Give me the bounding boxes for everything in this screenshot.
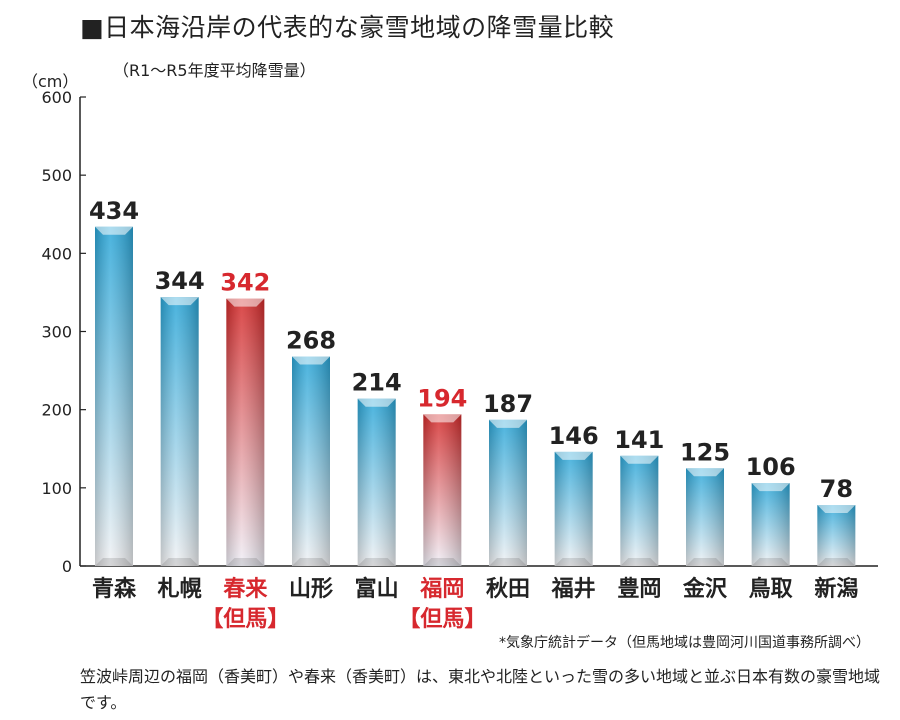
bar-base-bevel (817, 558, 856, 566)
bar-bevel (751, 483, 790, 492)
bar-group: 146 福井 (549, 422, 599, 602)
y-tick-label: 100 (41, 479, 72, 498)
bar-base-bevel (489, 558, 527, 566)
bar-shade (751, 483, 790, 566)
data-label: 187 (483, 390, 533, 418)
data-label: 78 (820, 475, 853, 503)
bar-base-bevel (423, 558, 462, 566)
data-label: 268 (286, 327, 336, 355)
bar-group: 141 豊岡 (614, 426, 664, 602)
bar-shade (817, 505, 856, 566)
bar-base-bevel (751, 558, 790, 566)
x-tick-label: 秋田 (486, 577, 530, 602)
y-tick-label: 200 (41, 401, 72, 420)
y-tick-label: 400 (41, 244, 72, 263)
bar-group: 344 札幌 (155, 267, 205, 602)
x-tick-label: 青森 (92, 576, 137, 602)
bar-shade (423, 414, 462, 566)
y-tick-label: 500 (41, 166, 72, 185)
y-tick-label: 0 (62, 557, 72, 576)
x-tick-label: 豊岡 (617, 576, 661, 602)
bar-base-bevel (292, 558, 330, 566)
bar-base-bevel (357, 558, 396, 566)
bar-base-bevel (226, 558, 265, 566)
bar-bevel (489, 419, 527, 428)
bar-shade (686, 468, 724, 566)
bar-shade (489, 419, 527, 566)
x-tick-label: 鳥取 (749, 576, 793, 602)
bar-bevel (620, 455, 659, 464)
y-tick-label: 600 (41, 88, 72, 107)
bar-bevel (554, 451, 593, 460)
data-label: 434 (89, 197, 139, 225)
bar-bevel (160, 297, 199, 306)
chart-title: ■日本海沿岸の代表的な豪雪地域の降雪量比較 (80, 13, 615, 42)
x-tick-label: 金沢 (682, 576, 728, 602)
bar-shade (160, 297, 199, 566)
bar-base-bevel (686, 558, 724, 566)
bar-group: 187 秋田 (483, 390, 533, 602)
data-label: 141 (614, 426, 664, 454)
bar-group: 214 富山 (352, 369, 402, 602)
data-label: 344 (155, 267, 205, 295)
bar-group: 434 青森 (89, 197, 139, 602)
data-label: 125 (680, 438, 730, 466)
data-label: 342 (220, 269, 270, 297)
bar-shade (226, 298, 265, 566)
bar-group: 342 春来【但馬】 (201, 269, 289, 632)
data-label: 106 (746, 453, 796, 481)
x-tick-sublabel: 【但馬】 (398, 607, 486, 632)
bar-shade (554, 451, 593, 566)
chart-subtitle: （R1〜R5年度平均降雪量） (113, 61, 316, 80)
bar-group: 78 新潟 (814, 475, 858, 602)
x-tick-label: 春来 (223, 577, 268, 602)
bar-base-bevel (160, 558, 199, 566)
bar-group: 106 鳥取 (746, 453, 796, 602)
x-tick-label: 札幌 (157, 577, 202, 602)
y-tick-label: 300 (41, 323, 72, 342)
bar-shade (357, 398, 396, 566)
bar-bevel (423, 414, 462, 423)
data-label: 146 (549, 422, 599, 450)
bar-group: 194 福岡【但馬】 (398, 384, 486, 632)
data-label: 214 (352, 369, 402, 397)
bar-shade (292, 356, 330, 566)
bar-bevel (226, 298, 265, 307)
x-tick-label: 福岡 (419, 577, 464, 602)
bar-bevel (95, 226, 133, 235)
bar-bevel (817, 505, 856, 514)
source-note: *気象庁統計データ（但馬地域は豊岡河川国道事務所調べ） (499, 635, 870, 651)
bar-base-bevel (95, 558, 133, 566)
x-tick-label: 新潟 (814, 576, 858, 602)
x-tick-label: 山形 (289, 577, 333, 602)
bar-bevel (686, 468, 724, 477)
bar-chart: 0 100 200 300 400 500 600 434 青森 344 札幌 342 春来【但馬】 2… (41, 88, 878, 632)
bar-shade (620, 455, 659, 566)
y-axis-unit-label: （cm） (22, 72, 79, 91)
x-tick-label: 福井 (551, 577, 596, 602)
bar-bevel (292, 356, 330, 365)
bar-shade (95, 226, 133, 567)
x-tick-label: 富山 (355, 576, 399, 602)
x-tick-sublabel: 【但馬】 (201, 607, 289, 632)
bar-base-bevel (554, 558, 593, 566)
bar-group: 125 金沢 (680, 438, 730, 602)
bar-bevel (357, 398, 396, 407)
bar-base-bevel (620, 558, 659, 566)
bar-group: 268 山形 (286, 327, 336, 602)
data-label: 194 (417, 384, 467, 412)
footnote-text: 笠波峠周辺の福岡（香美町）や春来（香美町）は、東北や北陸といった雪の多い地域と並… (80, 667, 881, 712)
